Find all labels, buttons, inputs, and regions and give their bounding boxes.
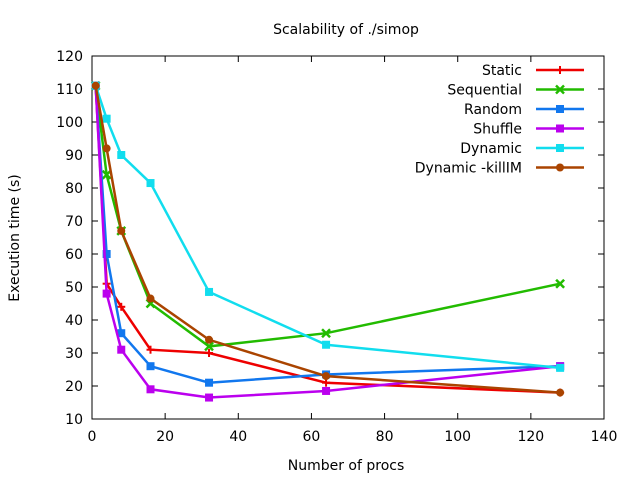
y-tick-label: 20 [65, 379, 83, 395]
x-tick-label: 120 [517, 429, 544, 445]
legend: Static Sequential Random Shuffle Dynamic Dyna… [415, 63, 584, 177]
data-point [205, 378, 214, 387]
y-tick-label: 60 [65, 247, 83, 263]
data-point [102, 250, 111, 258]
y-tick-label: 110 [56, 82, 83, 98]
y-tick-label: 90 [65, 148, 83, 164]
x-ticks: 0 20 40 60 80 100 120 140 [88, 56, 618, 445]
data-point [146, 179, 155, 188]
legend-label: Shuffle [473, 122, 522, 138]
y-tick-label: 100 [56, 115, 83, 131]
plot-frame [91, 55, 605, 420]
data-point [146, 362, 155, 371]
data-point [322, 386, 331, 395]
data-point [117, 226, 126, 235]
y-ticks: 10 20 30 40 50 60 70 80 90 100 110 120 [56, 49, 604, 428]
data-point [117, 345, 126, 354]
data-point [555, 84, 565, 95]
data-point [146, 294, 155, 303]
data-point [556, 363, 565, 372]
data-point [556, 124, 564, 133]
x-tick-label: 140 [591, 429, 618, 445]
x-tick-label: 80 [376, 429, 394, 445]
data-point [117, 329, 126, 338]
legend-label: Dynamic [460, 141, 522, 157]
x-tick-label: 100 [444, 429, 471, 445]
y-tick-label: 30 [65, 346, 83, 362]
data-point [556, 163, 564, 172]
data-point [102, 289, 111, 298]
data-point [556, 144, 564, 152]
y-axis-label: Execution time (s) [7, 174, 23, 301]
legend-label: Dynamic -killIM [415, 161, 522, 177]
data-point [91, 81, 100, 90]
x-axis-label: Number of procs [288, 458, 405, 474]
y-tick-label: 70 [65, 214, 83, 230]
x-tick-label: 40 [229, 429, 247, 445]
data-point [101, 169, 112, 180]
legend-label: Random [464, 102, 522, 118]
data-point [102, 114, 111, 123]
y-tick-label: 80 [65, 181, 83, 197]
data-point [205, 393, 214, 402]
y-tick-label: 120 [56, 49, 83, 65]
x-tick-label: 20 [156, 429, 174, 445]
data-point [321, 328, 331, 339]
legend-label: Static [482, 63, 522, 79]
series-dynamic-killim [91, 81, 565, 397]
data-point [556, 388, 565, 397]
x-tick-label: 0 [88, 429, 97, 445]
data-point [322, 340, 331, 349]
data-point [322, 372, 331, 381]
x-tick-label: 60 [303, 429, 321, 445]
data-point [205, 335, 214, 344]
data-point [555, 278, 565, 289]
legend-label: Sequential [447, 83, 522, 99]
y-tick-label: 40 [65, 313, 83, 329]
data-point [102, 144, 111, 153]
data-point [117, 151, 126, 159]
data-point [146, 385, 155, 394]
y-tick-label: 50 [65, 280, 83, 296]
data-point [205, 287, 214, 296]
chart-title: Scalability of ./simop [273, 22, 419, 38]
data-point [556, 105, 564, 113]
y-tick-label: 10 [65, 412, 83, 428]
data-point [204, 341, 214, 352]
series-group [90, 80, 565, 402]
